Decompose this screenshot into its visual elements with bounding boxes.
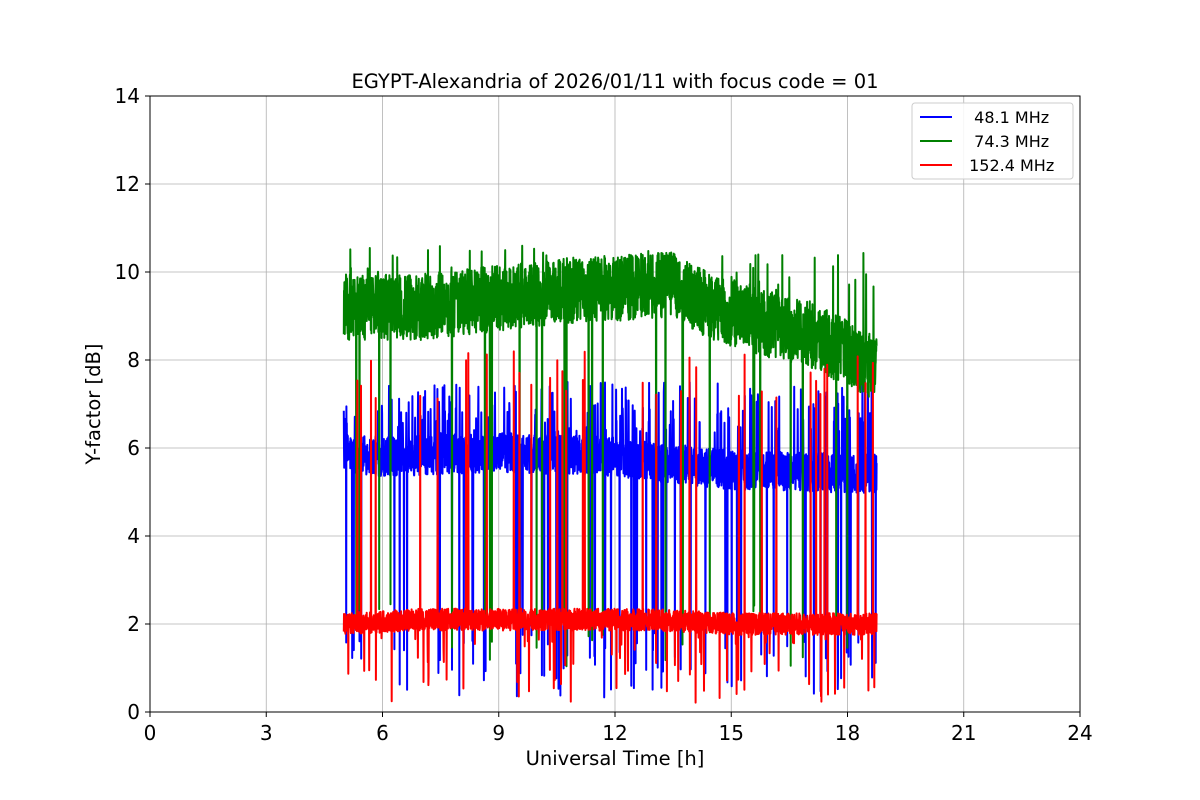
- x-axis-ticks: 0 3 6 9 12 15 18 21 24: [144, 712, 1093, 745]
- legend-label: 74.3 MHz: [964, 132, 1049, 151]
- x-tick-label: 0: [144, 721, 157, 745]
- y-tick-label: 0: [127, 700, 140, 724]
- legend-label: 48.1 MHz: [964, 108, 1049, 127]
- x-tick-label: 15: [719, 721, 744, 745]
- x-axis-label: Universal Time [h]: [526, 747, 705, 770]
- series-layer: [342, 244, 878, 704]
- x-tick-label: 3: [260, 721, 273, 745]
- x-tick-label: 21: [951, 721, 976, 745]
- x-tick-label: 12: [602, 721, 627, 745]
- legend: 48.1 MHz 74.3 MHz 152.4 MHz: [911, 102, 1074, 180]
- y-tick-label: 2: [127, 612, 140, 636]
- x-tick-label: 6: [376, 721, 389, 745]
- x-tick-label: 9: [492, 721, 505, 745]
- y-tick-label: 10: [115, 260, 140, 284]
- series-line: [342, 350, 878, 704]
- y-tick-label: 4: [127, 524, 140, 548]
- y-tick-label: 6: [127, 436, 140, 460]
- x-tick-label: 18: [835, 721, 860, 745]
- y-tick-label: 12: [115, 172, 140, 196]
- y-axis-label: Y-factor [dB]: [82, 344, 105, 466]
- y-tick-label: 14: [115, 84, 140, 108]
- series-line: [342, 381, 878, 699]
- y-tick-label: 8: [127, 348, 140, 372]
- legend-label: 152.4 MHz: [964, 156, 1054, 175]
- series-line: [342, 244, 878, 668]
- y-axis-ticks: 0 2 4 6 8 10 12 14: [115, 84, 150, 724]
- chart-title: EGYPT-Alexandria of 2026/01/11 with focu…: [351, 70, 878, 93]
- legend-box: [911, 102, 1074, 180]
- x-tick-label: 24: [1067, 721, 1092, 745]
